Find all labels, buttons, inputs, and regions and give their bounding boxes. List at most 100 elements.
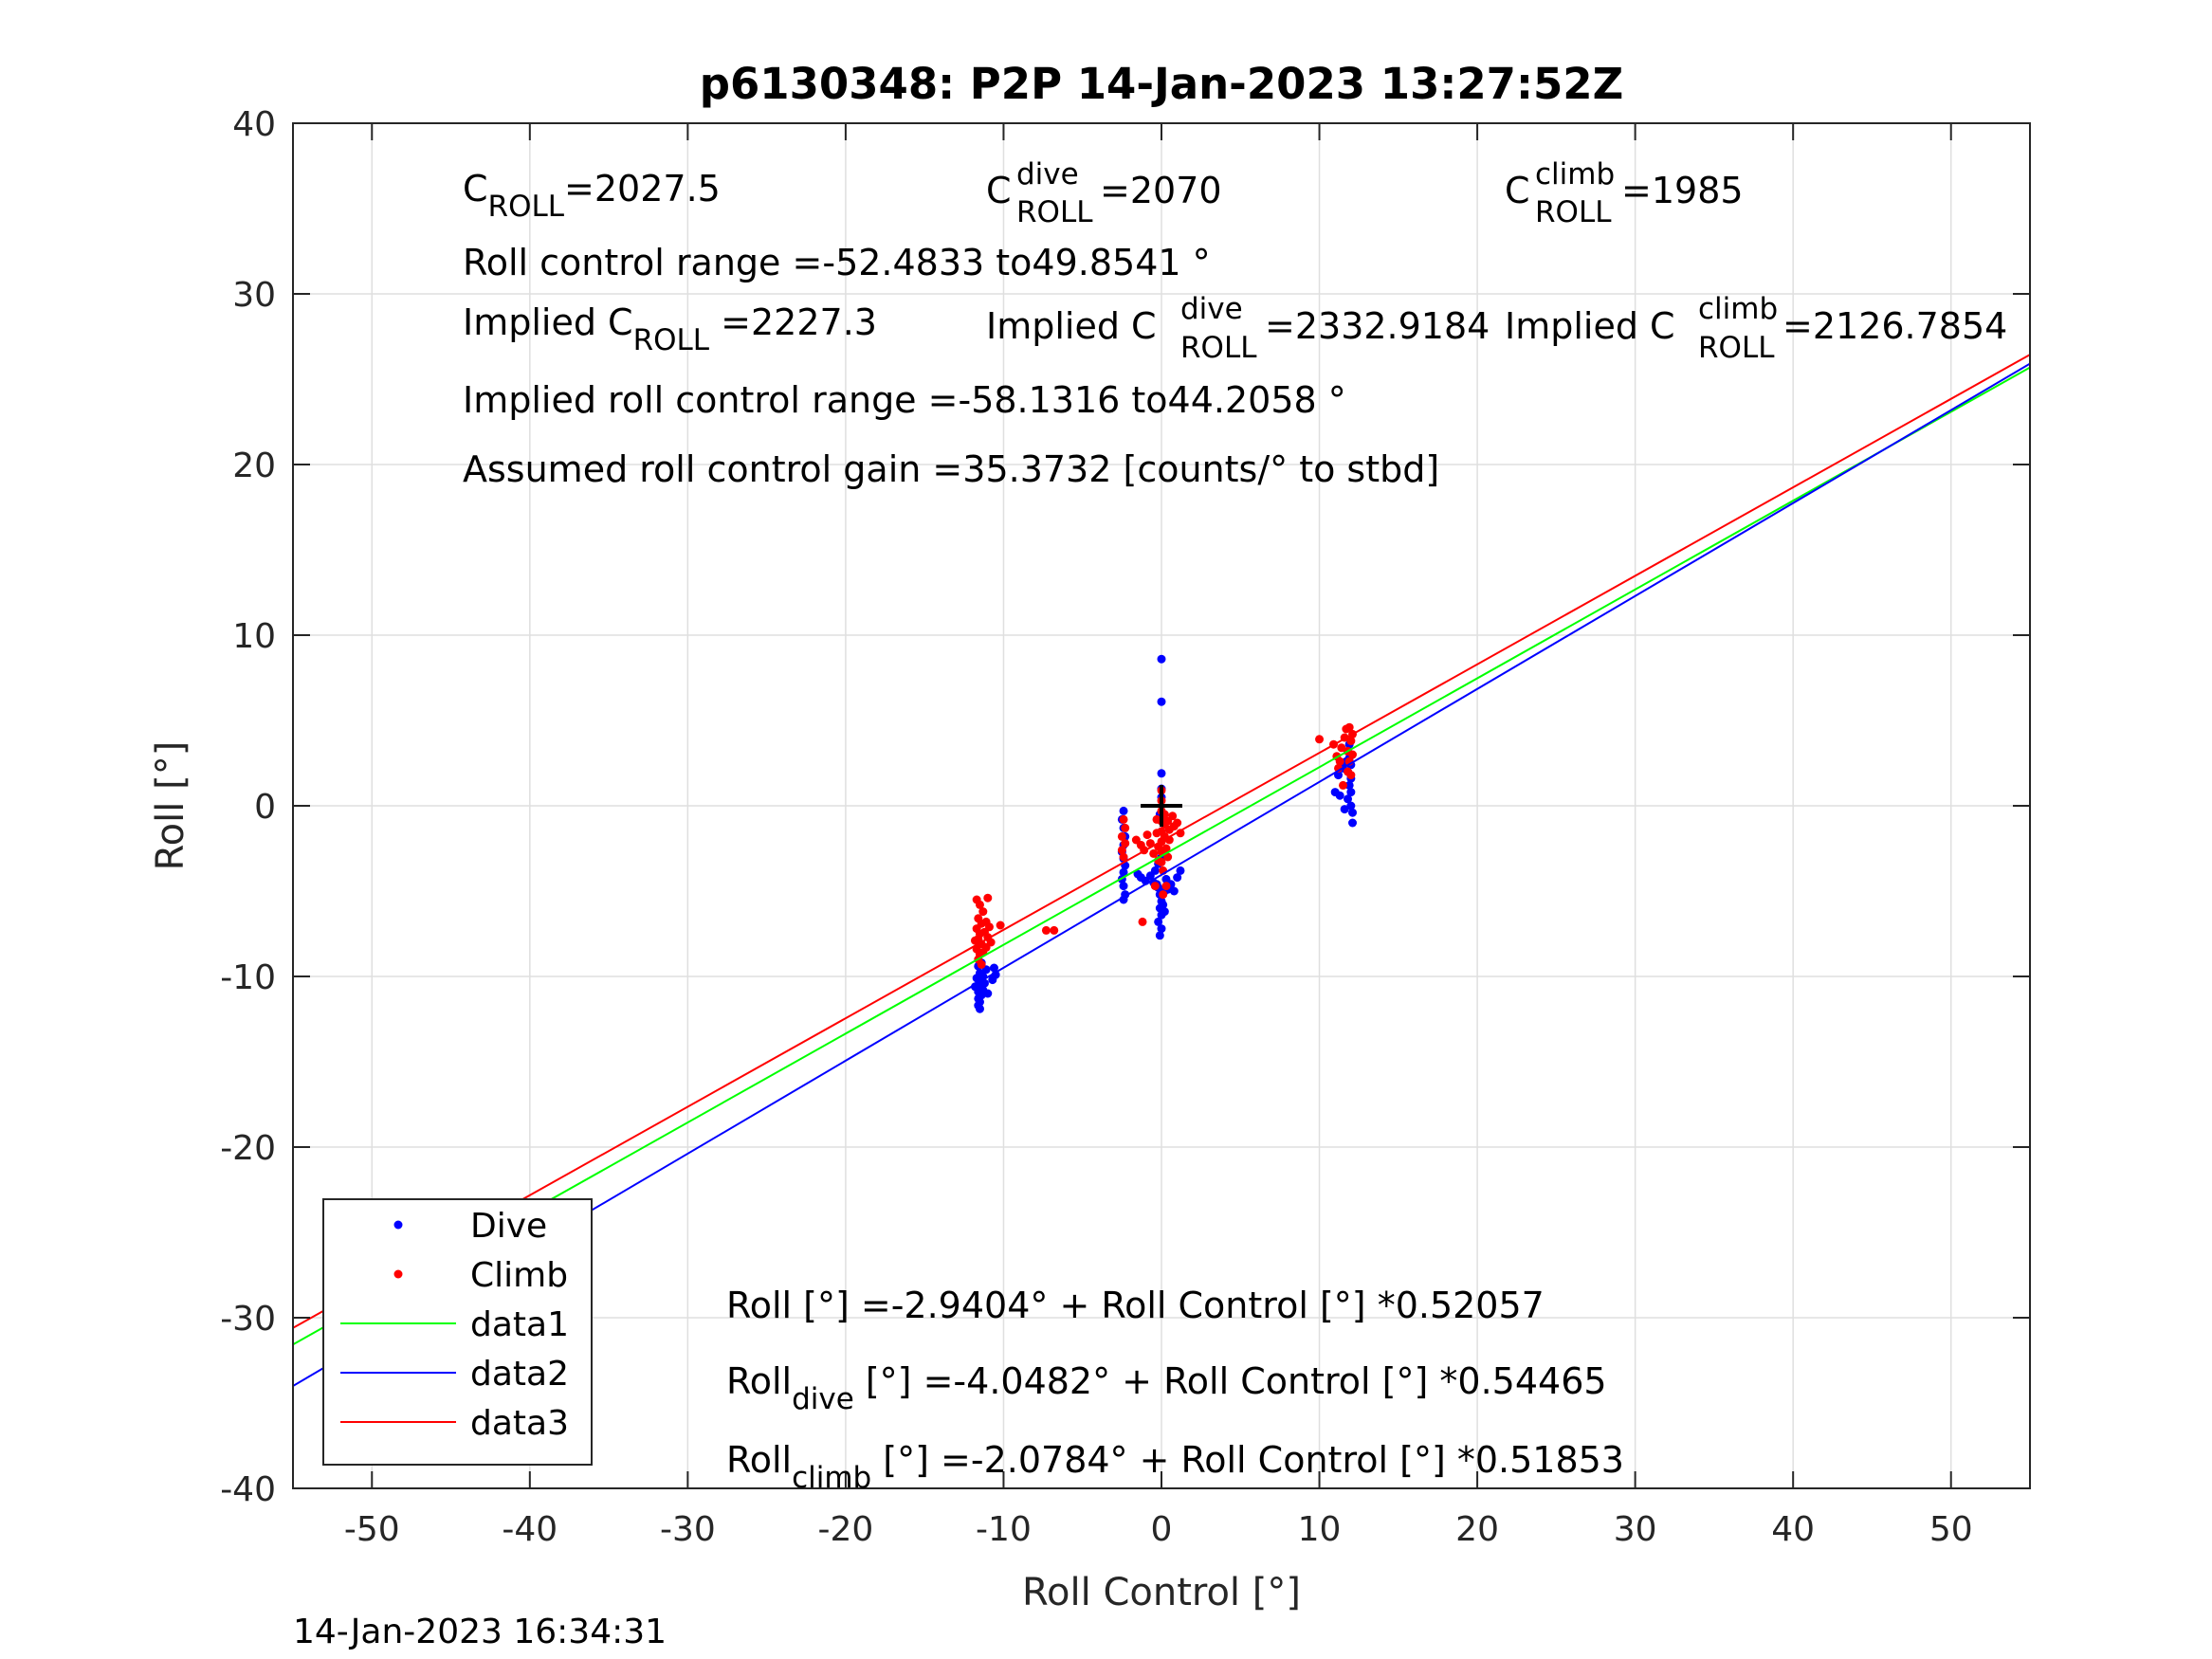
dive-point xyxy=(1340,805,1349,814)
c-roll-subscript: ROLL xyxy=(488,190,565,224)
climb-point xyxy=(977,959,986,969)
climb-point xyxy=(1173,818,1182,828)
chart-title: p6130348: P2P 14-Jan-2023 13:27:52Z xyxy=(700,59,1624,109)
dive-point xyxy=(1173,873,1182,883)
y-tick-label: 20 xyxy=(232,447,276,485)
climb-point xyxy=(1339,780,1348,790)
c-roll-climb-annotation: C xyxy=(1505,170,1530,211)
legend-climb-label: Climb xyxy=(470,1256,568,1295)
dive-point xyxy=(988,975,997,985)
climb-point xyxy=(1344,722,1354,732)
implied-c-roll-value: =2227.3 xyxy=(709,301,877,343)
climb-point xyxy=(970,936,979,945)
legend-box xyxy=(322,1198,593,1466)
roll-control-range-text: Roll control range =-52.4833 to49.8541 ° xyxy=(463,242,1211,283)
equation-dive: Rolldive [°] =-4.0482° + Roll Control [°… xyxy=(726,1360,1607,1416)
legend-climb-marker xyxy=(393,1269,403,1279)
dive-point xyxy=(1169,886,1179,896)
x-tick-labels: -50 -40 -30 -20 -10 0 10 20 30 40 50 xyxy=(344,1510,1973,1549)
x-tick-label: 50 xyxy=(1929,1510,1973,1549)
dive-point xyxy=(1119,867,1128,877)
dive-point xyxy=(1154,917,1163,926)
y-tick-label: 40 xyxy=(232,105,276,144)
dive-point xyxy=(1159,900,1168,909)
climb-point xyxy=(1050,925,1059,935)
climb-point xyxy=(1150,882,1160,891)
data3-line xyxy=(293,354,2030,1329)
climb-point xyxy=(1157,857,1166,866)
c-roll-dive-annotation: C xyxy=(986,170,1012,211)
dive-point xyxy=(1348,808,1358,817)
implied-c-roll-climb-superscript: climb xyxy=(1698,292,1778,326)
legend: Dive Climb data1 data2 data3 xyxy=(322,1198,593,1466)
y-tick-label: -20 xyxy=(220,1129,276,1168)
dive-point xyxy=(1119,882,1128,891)
legend-dive-marker xyxy=(393,1220,403,1230)
equation-all: Roll [°] =-2.9404° + Roll Control [°] *0… xyxy=(726,1285,1545,1326)
x-tick-label: -50 xyxy=(344,1510,400,1549)
implied-c-roll-climb-prefix: Implied C xyxy=(1505,305,1675,347)
x-tick-label: 0 xyxy=(1151,1510,1173,1549)
dive-point xyxy=(983,989,993,998)
climb-point xyxy=(1119,852,1128,862)
climb-point xyxy=(1168,811,1178,821)
y-tick-label: -10 xyxy=(220,958,276,997)
y-tick-label: -30 xyxy=(220,1300,276,1339)
equation-dive-rest: [°] =-4.0482° + Roll Control [°] *0.5446… xyxy=(854,1360,1607,1402)
axis-ticks xyxy=(293,122,2030,1489)
climb-point xyxy=(1121,823,1130,832)
y-tick-label: 10 xyxy=(232,617,276,656)
climb-point xyxy=(1346,737,1356,746)
implied-c-roll-climb-subscript: ROLL xyxy=(1698,331,1775,365)
climb-point xyxy=(1121,839,1130,848)
climb-point xyxy=(1337,743,1346,753)
y-tick-label: -40 xyxy=(220,1470,276,1509)
equation-climb-rest: [°] =-2.0784° + Roll Control [°] *0.5185… xyxy=(871,1439,1624,1481)
climb-point xyxy=(1149,848,1159,858)
dive-point xyxy=(989,963,998,973)
climb-point xyxy=(1159,890,1168,900)
y-tick-labels: -40 -30 -20 -10 0 10 20 30 40 xyxy=(220,105,276,1509)
climb-point xyxy=(978,907,988,917)
climb-point xyxy=(1161,882,1171,891)
implied-c-roll-dive-value: =2332.9184 xyxy=(1265,305,1490,347)
climb-point xyxy=(975,900,984,909)
y-axis-label: Roll [°] xyxy=(149,741,192,871)
climb-point xyxy=(1119,814,1128,824)
equation-climb-base: Roll xyxy=(726,1439,792,1481)
dive-point xyxy=(1344,794,1353,804)
dive-point xyxy=(1119,806,1128,815)
climb-point xyxy=(981,917,991,926)
c-roll-base: C xyxy=(463,168,488,210)
dive-point xyxy=(1346,788,1356,797)
x-tick-label: -10 xyxy=(976,1510,1032,1549)
climb-point xyxy=(1344,767,1353,776)
implied-c-roll-climb-value: =2126.7854 xyxy=(1782,305,2007,347)
equation-dive-subscript: dive xyxy=(792,1382,854,1416)
implied-c-roll-annotation: Implied CROLL =2227.3 xyxy=(463,301,877,357)
climb-point xyxy=(1143,830,1152,840)
gain-text: Assumed roll control gain =35.3732 [coun… xyxy=(463,448,1439,490)
c-roll-value: =2027.5 xyxy=(564,168,721,210)
climb-point xyxy=(1138,917,1147,926)
x-tick-label: 40 xyxy=(1771,1510,1815,1549)
climb-point xyxy=(1117,831,1126,841)
implied-c-roll-dive-prefix: Implied C xyxy=(986,305,1157,347)
dive-point xyxy=(1150,866,1160,875)
dive-point xyxy=(1157,769,1166,778)
climb-point xyxy=(996,921,1005,930)
c-roll-climb-value: =1985 xyxy=(1621,170,1744,211)
dive-point xyxy=(1346,801,1356,811)
dive-point xyxy=(975,1004,984,1013)
climb-point xyxy=(1348,750,1358,759)
climb-point xyxy=(1117,846,1126,855)
dive-point xyxy=(1157,697,1166,706)
equation-climb-subscript: climb xyxy=(792,1461,871,1495)
data1-line xyxy=(293,366,2030,1346)
c-roll-climb-base: C xyxy=(1505,170,1530,211)
implied-c-roll-dive-superscript: dive xyxy=(1180,292,1243,326)
dive-point xyxy=(1161,874,1171,884)
implied-c-roll-prefix: Implied C xyxy=(463,301,633,343)
x-tick-label: -20 xyxy=(818,1510,874,1549)
